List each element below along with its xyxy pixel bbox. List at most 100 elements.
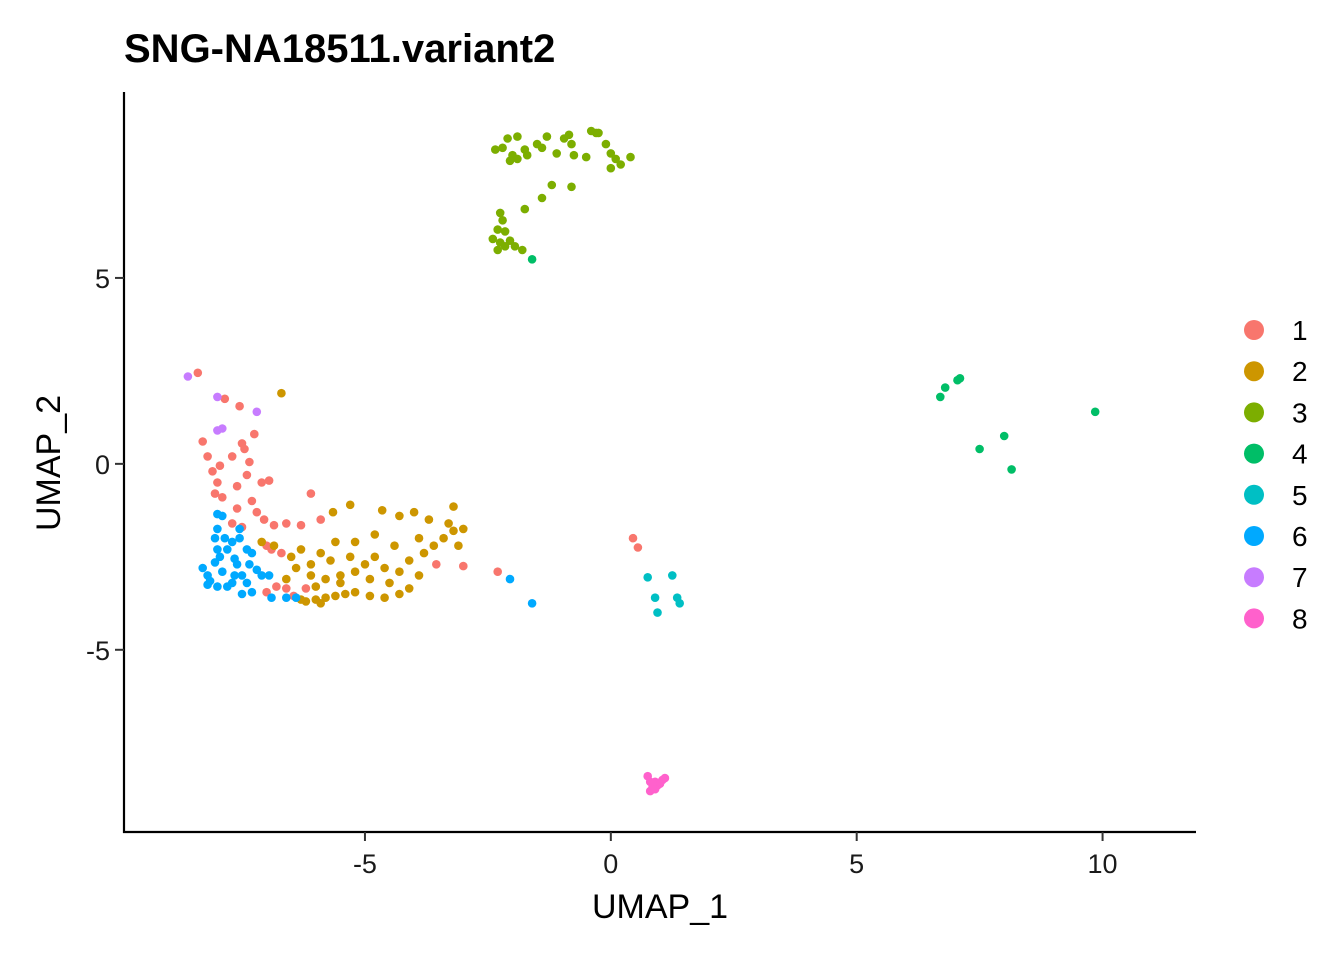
data-point	[331, 591, 340, 601]
legend-key-6	[1244, 526, 1264, 546]
data-point	[594, 128, 603, 138]
x-tick-label: -5	[353, 849, 377, 879]
data-point	[220, 533, 230, 543]
data-point	[213, 582, 222, 591]
series-6	[198, 509, 537, 608]
data-point	[493, 225, 503, 234]
data-point	[581, 152, 591, 162]
data-point	[611, 154, 620, 164]
x-tick-label: 10	[1088, 849, 1118, 879]
data-point	[552, 149, 561, 158]
data-point	[232, 504, 242, 513]
data-point	[232, 481, 242, 491]
data-point	[291, 563, 301, 573]
data-point	[542, 132, 552, 141]
data-point	[424, 515, 434, 524]
x-tick-label: 5	[849, 849, 864, 879]
data-point	[282, 574, 291, 584]
data-point	[277, 548, 286, 558]
legend-key-3	[1244, 402, 1264, 423]
legend-label-8: 8	[1292, 603, 1308, 634]
data-point	[269, 520, 279, 530]
data-point	[213, 392, 222, 402]
legend-key-2	[1244, 361, 1264, 382]
data-point	[264, 571, 274, 580]
data-point	[237, 571, 247, 580]
data-point	[252, 407, 262, 417]
data-point	[203, 452, 212, 461]
data-point	[510, 242, 520, 251]
data-point	[210, 558, 220, 567]
data-point	[242, 578, 252, 588]
data-point	[498, 143, 507, 153]
legend-label-6: 6	[1292, 521, 1308, 552]
data-point	[336, 571, 345, 580]
data-point	[282, 519, 291, 528]
axes	[122, 92, 1196, 834]
data-point	[213, 545, 222, 554]
data-point	[227, 452, 237, 461]
data-point	[1007, 465, 1016, 474]
data-point	[380, 593, 389, 602]
legend: 1 2 3 4 5 6 7 8	[1244, 315, 1308, 634]
data-point	[326, 556, 335, 565]
data-point	[286, 552, 296, 562]
data-point	[218, 511, 227, 521]
data-point	[513, 132, 522, 141]
data-point	[404, 556, 414, 565]
data-point	[316, 599, 326, 608]
data-point	[365, 591, 375, 601]
data-point	[650, 593, 660, 602]
data-point	[429, 541, 439, 550]
data-point	[567, 139, 576, 149]
legend-label-1: 1	[1292, 315, 1308, 346]
data-point	[1090, 407, 1100, 417]
data-point	[350, 587, 360, 597]
data-point	[252, 565, 262, 575]
data-point	[522, 150, 532, 160]
data-point	[505, 236, 515, 245]
data-point	[183, 372, 193, 381]
data-point	[230, 571, 239, 580]
data-point	[235, 401, 244, 411]
data-point	[547, 180, 557, 190]
data-point	[215, 461, 225, 471]
data-point	[999, 431, 1009, 441]
data-point	[459, 524, 468, 534]
data-point	[311, 582, 321, 591]
data-point	[227, 578, 237, 588]
data-point	[454, 541, 463, 550]
series-4	[527, 254, 1100, 474]
data-point	[272, 582, 281, 591]
data-point	[247, 496, 257, 506]
data-point	[955, 374, 965, 383]
data-point	[247, 587, 257, 597]
data-point	[277, 388, 286, 398]
data-point	[328, 507, 338, 517]
data-point	[262, 587, 271, 597]
data-point	[527, 599, 537, 608]
data-point	[345, 552, 355, 562]
data-point	[227, 519, 237, 528]
data-point	[235, 533, 244, 543]
data-point	[282, 593, 291, 602]
points-layer	[183, 126, 1100, 796]
data-point	[227, 537, 237, 547]
data-point	[321, 593, 330, 602]
data-point	[567, 182, 576, 192]
data-point	[235, 524, 244, 534]
data-point	[213, 478, 222, 487]
data-point	[606, 163, 616, 173]
data-point	[537, 193, 547, 203]
data-point	[495, 238, 505, 247]
data-point	[296, 545, 306, 554]
data-point	[628, 533, 638, 543]
data-point	[520, 204, 530, 214]
data-point	[213, 524, 222, 534]
y-axis-label: UMAP_2	[30, 395, 68, 531]
x-tick-label: 0	[603, 849, 618, 879]
legend-label-4: 4	[1292, 439, 1308, 470]
data-point	[264, 476, 274, 485]
data-point	[336, 578, 345, 588]
data-point	[360, 560, 370, 569]
